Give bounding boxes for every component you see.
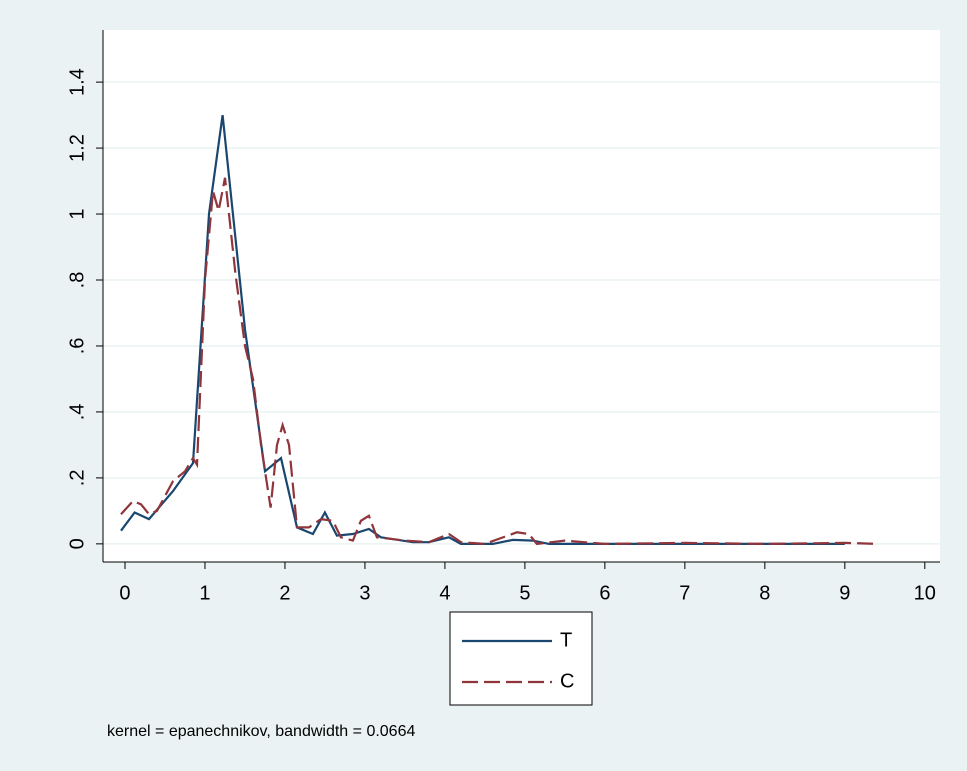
x-tick-label: 4	[439, 582, 450, 604]
y-tick-label: 1.4	[66, 68, 88, 96]
y-tick-label: 0	[66, 538, 88, 549]
y-tick-label: 1.2	[66, 134, 88, 162]
x-tick-label: 5	[519, 582, 530, 604]
legend-label: C	[560, 670, 574, 692]
y-tick-label: .4	[66, 404, 88, 421]
x-tick-label: 0	[119, 582, 130, 604]
note: kernel = epanechnikov, bandwidth = 0.066…	[107, 723, 415, 740]
x-tick-label: 6	[599, 582, 610, 604]
y-tick-label: .6	[66, 338, 88, 355]
x-tick-label: 7	[679, 582, 690, 604]
y-tick-label: 1	[66, 208, 88, 219]
plot-area	[103, 30, 940, 562]
series-line	[120, 177, 877, 546]
x-tick-label: 10	[914, 582, 936, 604]
x-tick-label: 1	[199, 582, 210, 604]
x-tick-label: 8	[759, 582, 770, 604]
y-tick-label: .8	[66, 272, 88, 289]
y-tick-label: .2	[66, 470, 88, 487]
x-tick-label: 3	[359, 582, 370, 604]
x-tick-label: 9	[839, 582, 850, 604]
x-tick-label: 2	[279, 582, 290, 604]
legend-box	[449, 611, 593, 706]
legend-label: T	[560, 629, 572, 651]
